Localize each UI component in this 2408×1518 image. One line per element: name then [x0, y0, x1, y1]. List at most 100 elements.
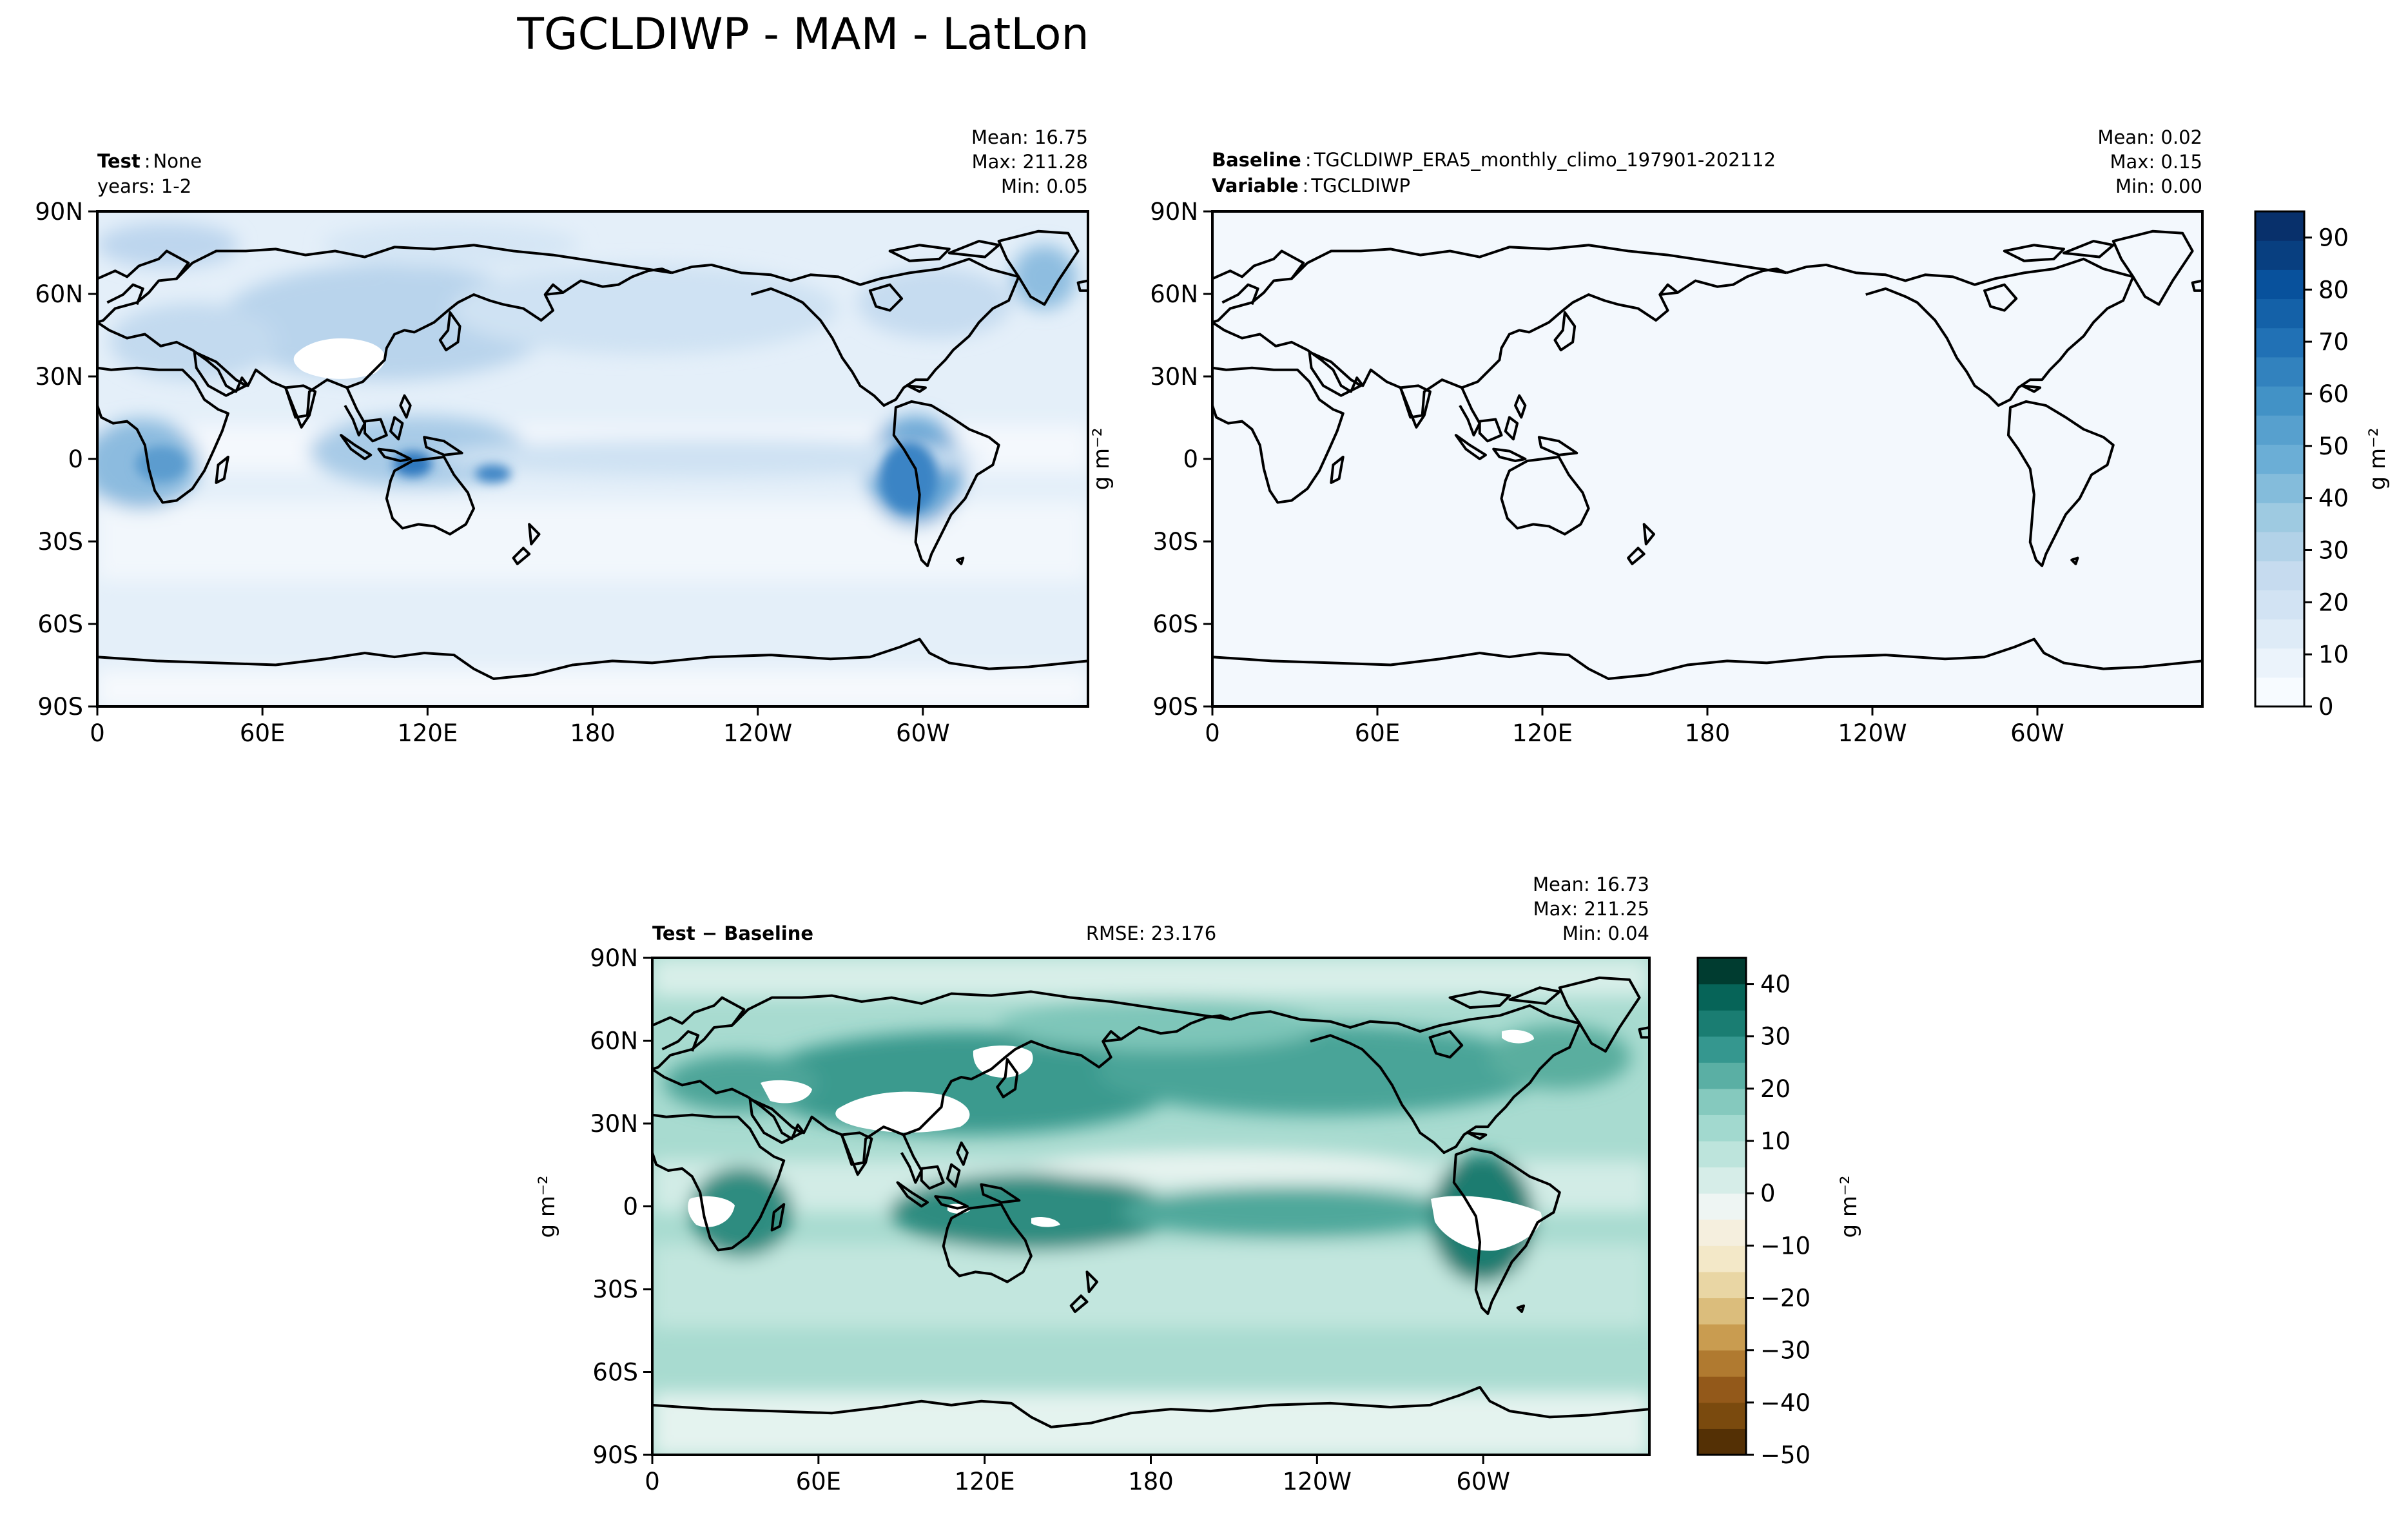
cbtop-tick-label: 80: [2318, 276, 2349, 304]
test-mean: Mean: 16.75: [971, 126, 1088, 148]
test-ytick-label: 60N: [35, 280, 83, 308]
baseline-ytick-label: 30S: [1152, 528, 1198, 556]
baseline-ytick-label: 60N: [1150, 280, 1198, 308]
cbdiff-swatch: [1698, 1167, 1746, 1194]
test-xtick-label: 60W: [896, 719, 950, 747]
diff-field: [652, 958, 1649, 1455]
cbdiff-swatch: [1698, 1114, 1746, 1142]
test-colon: :: [144, 150, 151, 172]
cbdiff-swatch: [1698, 1350, 1746, 1377]
baseline-xtick-label: 60E: [1355, 719, 1400, 747]
cbdiff-swatch: [1698, 1036, 1746, 1063]
cbdiff-tick-label: −40: [1760, 1389, 1811, 1417]
test-xtick-label: 60E: [240, 719, 285, 747]
diff-mean: Mean: 16.73: [1533, 873, 1649, 895]
test-xtick-label: 0: [90, 719, 105, 747]
cbtop-swatch: [2255, 502, 2304, 532]
cbdiff-swatch: [1698, 1298, 1746, 1325]
cbtop-swatch: [2255, 648, 2304, 678]
baseline-ytick-label: 90N: [1150, 198, 1198, 226]
test-min: Min: 0.05: [1001, 175, 1088, 197]
test-xtick-label: 120W: [723, 719, 792, 747]
diff-ytick-label: 30S: [592, 1276, 638, 1303]
cbtop-swatch: [2255, 240, 2304, 270]
baseline-ylabel: g m⁻²: [1089, 427, 1114, 490]
diff-ytick-label: 0: [623, 1193, 638, 1221]
colorbar-top-units: g m⁻²: [2365, 427, 2391, 490]
test-xtick-label: 180: [570, 719, 616, 747]
diff-xtick-label: 180: [1128, 1468, 1174, 1495]
cbtop-swatch: [2255, 619, 2304, 649]
diff-max: Max: 211.25: [1533, 898, 1649, 920]
panel-test: Test: None years: 1-2 Mean: 16.75 Max: 21…: [35, 126, 1089, 747]
baseline-label: Baseline: [1212, 149, 1301, 171]
cbtop-swatch: [2255, 531, 2304, 561]
baseline-field: [1212, 211, 2202, 706]
cbdiff-swatch: [1698, 1428, 1746, 1455]
cbtop-swatch: [2255, 677, 2304, 707]
baseline-xtick-label: 0: [1205, 719, 1220, 747]
cbdiff-tick-label: 30: [1760, 1023, 1791, 1051]
baseline-xtick-label: 120E: [1512, 719, 1573, 747]
cbtop-tick-label: 70: [2318, 328, 2349, 356]
cbdiff-swatch: [1698, 1062, 1746, 1089]
cbdiff-swatch: [1698, 1324, 1746, 1351]
cbdiff-tick-label: −10: [1760, 1232, 1811, 1260]
cbtop-tick-label: 50: [2318, 433, 2349, 460]
baseline-axes: 0 60E 120E 180 120W 60W 90N 60N 30N 0 30S 60S 90S: [1150, 198, 2064, 747]
diff-rmse: RMSE: 23.176: [1086, 922, 1216, 944]
baseline-max: Max: 0.15: [2110, 151, 2202, 173]
test-ytick-label: 90S: [37, 693, 83, 721]
cbtop-swatch: [2255, 327, 2304, 358]
test-max: Max: 211.28: [972, 151, 1088, 173]
test-ytick-label: 90N: [35, 198, 83, 226]
cbdiff-swatch: [1698, 1245, 1746, 1272]
diff-min: Min: 0.04: [1562, 922, 1649, 944]
diff-ytick-label: 60N: [590, 1027, 638, 1055]
baseline-xtick-label: 120W: [1838, 719, 1907, 747]
cbtop-swatch: [2255, 211, 2304, 241]
test-axes: 0 60E 120E 180 120W 60W 90N 60N 30N 0 30S 60S 90S: [35, 198, 949, 747]
cbtop-swatch: [2255, 356, 2304, 387]
baseline-ytick-label: 60S: [1152, 610, 1198, 638]
cbdiff-tick-label: −50: [1760, 1441, 1811, 1469]
cbdiff-tick-label: −20: [1760, 1285, 1811, 1312]
cbdiff-swatch: [1698, 1376, 1746, 1403]
test-label: Test: [97, 150, 141, 172]
cbtop-swatch: [2255, 386, 2304, 416]
cbtop-swatch: [2255, 473, 2304, 503]
cbdiff-tick-label: 20: [1760, 1075, 1791, 1103]
cbtop-swatch: [2255, 590, 2304, 619]
cbtop-tick-label: 10: [2318, 641, 2349, 668]
cbdiff-swatch: [1698, 1402, 1746, 1429]
baseline-xtick-label: 180: [1685, 719, 1731, 747]
colorbar-diff: 40 30 20 10 0 −10 −20 −30 −40 −50 g m⁻²: [1696, 957, 1862, 1469]
panel-diff: Test − Baseline RMSE: 23.176 Mean: 16.73…: [534, 873, 1651, 1495]
cbtop-tick-label: 90: [2318, 224, 2349, 251]
cbdiff-swatch: [1698, 958, 1746, 985]
cbdiff-swatch: [1698, 1010, 1746, 1037]
cbdiff-swatch: [1698, 1193, 1746, 1220]
diff-xtick-label: 120W: [1283, 1468, 1352, 1495]
test-field: [97, 211, 1088, 706]
cbdiff-swatch: [1698, 1141, 1746, 1168]
cbtop-tick-label: 0: [2318, 693, 2334, 721]
test-xtick-label: 120E: [397, 719, 458, 747]
variable-value: TGCLDIWP: [1310, 175, 1410, 197]
baseline-min: Min: 0.00: [2115, 175, 2202, 197]
diff-ytick-label: 30N: [590, 1110, 638, 1138]
cbtop-tick-label: 20: [2318, 589, 2349, 616]
cbtop-swatch: [2255, 415, 2304, 445]
diff-xtick-label: 60W: [1456, 1468, 1510, 1495]
diff-ytick-label: 90S: [592, 1441, 638, 1469]
figure-title: TGCLDIWP - MAM - LatLon: [516, 9, 1089, 60]
test-years: years: 1-2: [97, 175, 191, 197]
diff-ytick-label: 60S: [592, 1359, 638, 1387]
test-ytick-label: 0: [68, 445, 83, 473]
baseline-value: TGCLDIWP_ERA5_monthly_climo_197901-20211…: [1314, 149, 1776, 171]
svg-text:Variable:TGCLDIWP: Variable: TGCLDIWP: [1212, 175, 1410, 197]
baseline-mean: Mean: 0.02: [2097, 126, 2202, 148]
colorbar-top: 0 10 20 30 40 50 60 70 80 90 g m⁻²: [2254, 210, 2391, 721]
test-ytick-label: 30N: [35, 363, 83, 391]
diff-xtick-label: 120E: [955, 1468, 1015, 1495]
